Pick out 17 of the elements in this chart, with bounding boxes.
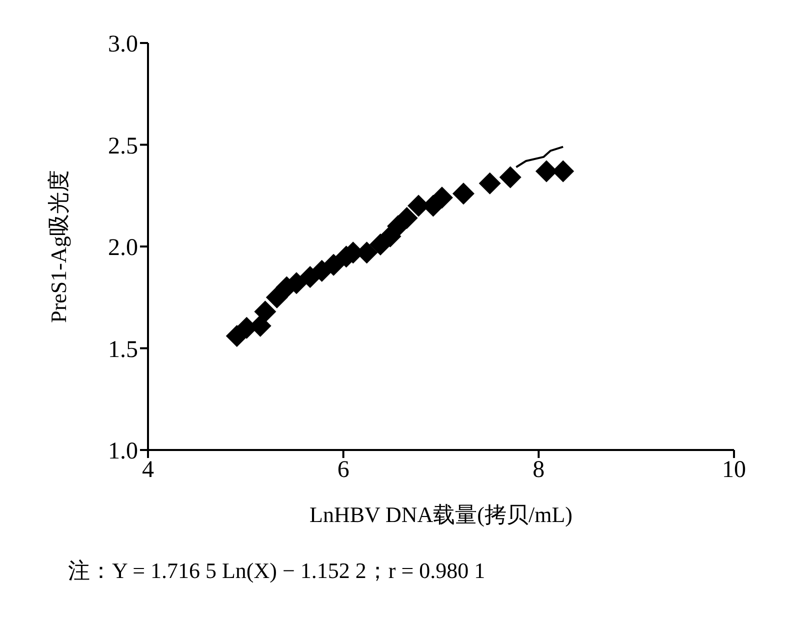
y-tick-label: 1.5 bbox=[108, 336, 138, 363]
y-tick-label: 2.5 bbox=[108, 133, 138, 160]
x-axis-title: LnHBV DNA载量(拷贝/mL) bbox=[310, 502, 572, 527]
text: 注：Y = 1.716 5 Ln(X) − 1.152 2；r = 0.980 1 bbox=[68, 557, 486, 585]
x-tick-label: 6 bbox=[337, 457, 350, 484]
y-axis-title: PreS1-Ag吸光度 bbox=[46, 170, 71, 323]
y-tick-label: 3.0 bbox=[108, 32, 138, 58]
point bbox=[452, 182, 474, 205]
y-tick-label: 2.0 bbox=[108, 235, 138, 262]
point bbox=[254, 300, 276, 323]
point bbox=[499, 166, 522, 188]
x-tick-label: 8 bbox=[532, 457, 545, 484]
x-tick-label: 4 bbox=[142, 457, 154, 484]
x-tick-label: 10 bbox=[722, 457, 746, 484]
point bbox=[322, 254, 345, 276]
y-tick-label: 1.0 bbox=[108, 438, 138, 465]
point bbox=[478, 172, 501, 194]
